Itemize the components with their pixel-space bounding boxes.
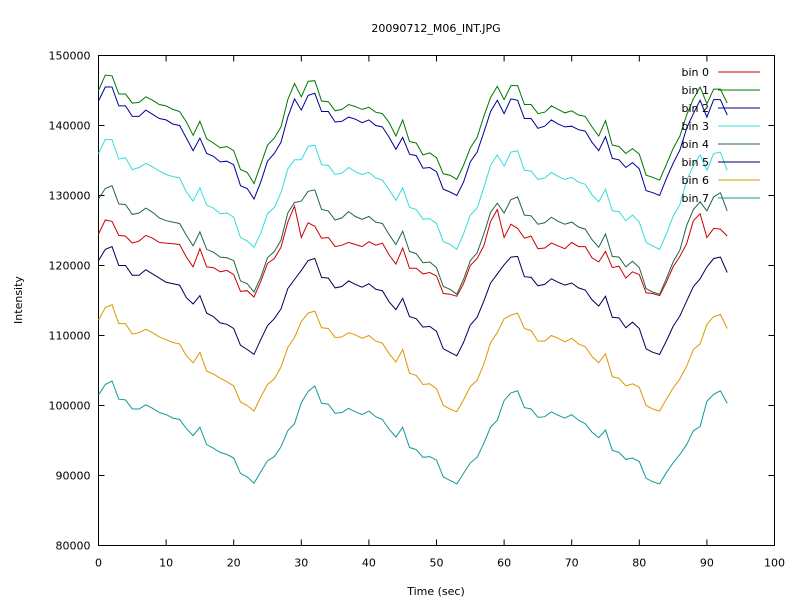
legend-label-bin-5: bin 5 — [681, 156, 709, 169]
legend-label-bin-3: bin 3 — [681, 120, 709, 133]
series-line-bin-2 — [98, 86, 728, 201]
y-tick-label: 130000 — [49, 190, 91, 203]
y-axis: 80000 90000 100000 110000 120000 130000 140000… — [49, 50, 775, 553]
y-tick-label: 150000 — [49, 50, 91, 63]
x-axis-title: Time (sec) — [406, 585, 465, 598]
y-tick-label: 120000 — [49, 260, 91, 273]
series-line-bin-5 — [98, 245, 728, 357]
legend: bin 0 bin 1 bin 2 bin 3 bin 4 bin 5 bin 6 bin 7 — [681, 66, 760, 205]
x-tick-label: 10 — [159, 557, 173, 570]
y-tick-label: 90000 — [56, 470, 91, 483]
legend-label-bin-4: bin 4 — [681, 138, 709, 151]
chart-title: 20090712_M06_INT.JPG — [371, 22, 500, 35]
series-line-bin-7 — [98, 380, 728, 485]
legend-label-bin-2: bin 2 — [681, 102, 709, 115]
x-tick-label: 80 — [632, 557, 646, 570]
plot-frame — [98, 55, 775, 546]
series-line-bin-4 — [98, 185, 728, 295]
legend-label-bin-7: bin 7 — [681, 192, 709, 205]
x-tick-label: 100 — [764, 557, 785, 570]
x-tick-label: 0 — [95, 557, 102, 570]
y-tick-label: 80000 — [56, 540, 91, 553]
series-line-bin-0 — [98, 204, 728, 298]
x-tick-label: 90 — [700, 557, 714, 570]
y-tick-label: 110000 — [49, 330, 91, 343]
legend-label-bin-1: bin 1 — [681, 84, 709, 97]
x-axis: 0 10 20 30 40 50 60 70 80 90 100 — [95, 55, 785, 570]
series-line-bin-3 — [98, 139, 728, 251]
y-axis-title: Intensity — [12, 276, 25, 324]
x-tick-label: 30 — [294, 557, 308, 570]
series-line-bin-6 — [98, 304, 728, 413]
legend-label-bin-6: bin 6 — [681, 174, 709, 187]
legend-label-bin-0: bin 0 — [681, 66, 709, 79]
series-line-bin-1 — [98, 74, 728, 185]
x-tick-label: 40 — [362, 557, 376, 570]
series-layer — [98, 74, 728, 485]
x-tick-label: 50 — [430, 557, 444, 570]
x-tick-label: 60 — [497, 557, 511, 570]
y-tick-label: 140000 — [49, 120, 91, 133]
x-tick-label: 20 — [227, 557, 241, 570]
y-tick-label: 100000 — [49, 400, 91, 413]
x-tick-label: 70 — [565, 557, 579, 570]
